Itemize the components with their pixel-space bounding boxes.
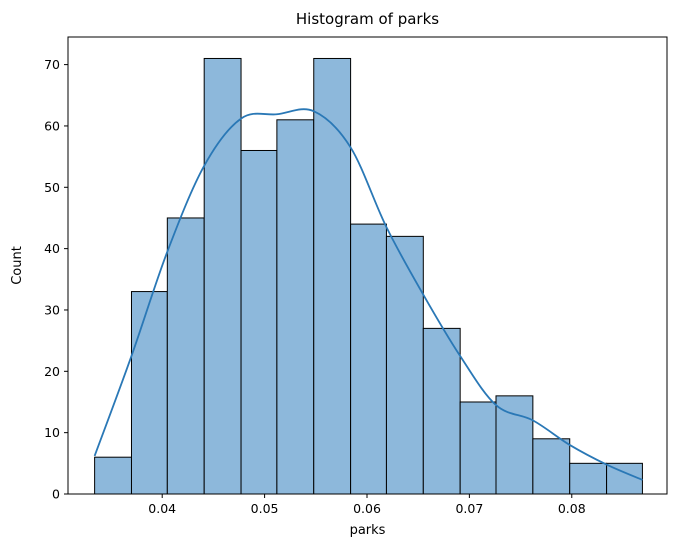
y-axis-ticks: 0 10 20 30 40 50 60 70 (44, 57, 68, 502)
histogram-bar (240, 149, 278, 495)
histogram-bar (422, 327, 461, 495)
y-tick-label: 0 (52, 487, 60, 502)
y-tick-label: 20 (44, 364, 60, 379)
y-tick-label: 50 (44, 180, 60, 195)
histogram-bar (495, 395, 534, 495)
histogram-bar (532, 438, 571, 495)
histogram-bar (130, 291, 168, 495)
histogram-bar (276, 119, 315, 495)
y-tick-label: 70 (44, 57, 60, 72)
histogram-bar (313, 57, 352, 495)
x-tick-label: 0.04 (148, 501, 176, 516)
kde-curve (93, 108, 643, 481)
x-tick-label: 0.07 (455, 501, 483, 516)
y-tick-label: 40 (44, 241, 60, 256)
y-axis-label: Count (10, 246, 25, 285)
y-tick-label: 30 (44, 302, 60, 317)
plot-frame (67, 36, 668, 495)
histogram-bar (166, 217, 205, 495)
histogram-bar (203, 57, 242, 495)
x-axis-label: parks (350, 523, 386, 538)
histogram-bar (350, 223, 387, 495)
x-tick-label: 0.06 (353, 501, 381, 516)
x-axis-ticks: 0.04 0.05 0.06 0.07 0.08 (148, 494, 586, 516)
x-tick-label: 0.05 (251, 501, 279, 516)
histogram-bar (94, 456, 132, 495)
chart-title: Histogram of parks (296, 10, 439, 28)
y-tick-label: 10 (44, 425, 60, 440)
bars-group (94, 57, 643, 495)
histogram-bar (385, 235, 424, 495)
histogram-bar (569, 462, 608, 495)
y-tick-label: 60 (44, 118, 60, 133)
histogram-bar (459, 401, 497, 495)
x-tick-label: 0.08 (558, 501, 586, 516)
